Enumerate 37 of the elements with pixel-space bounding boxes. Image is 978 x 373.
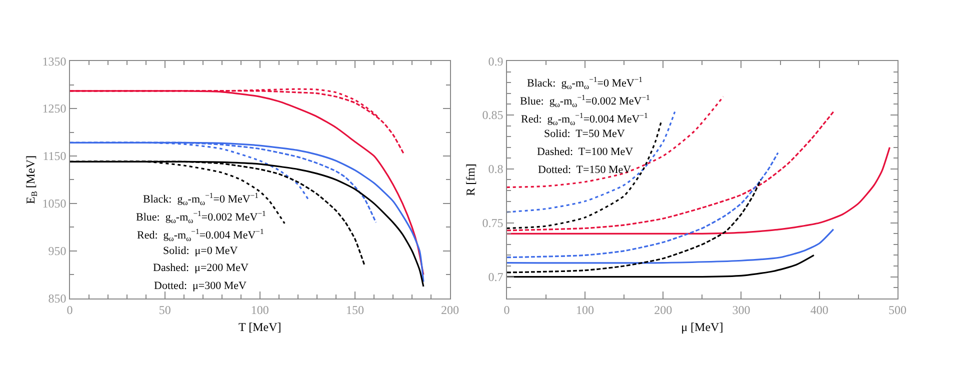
annotation: Dashed: T=100 MeV <box>537 146 634 158</box>
annotation: Red: g$_{ω}$-m$_{ω}$$^{−1}$=0.004 MeV$^{−1}$ <box>521 111 648 127</box>
y-tick-label: 0.75 <box>482 216 504 230</box>
x-tick-label: 50 <box>158 302 171 317</box>
y-tick-label: 850 <box>48 292 66 306</box>
y-tick-label: 1050 <box>42 196 66 211</box>
y-tick-label: 0.8 <box>488 162 504 176</box>
annotation: Dashed: μ=200 MeV <box>153 262 249 274</box>
annotation: Red: g$_{ω}$-m$_{ω}$$^{−1}$=0.004 MeV$^{−1}$ <box>137 227 264 243</box>
x-tick-label: 100 <box>250 302 269 317</box>
x-tick-label: 150 <box>346 302 364 317</box>
x-tick-label: 0 <box>66 302 73 317</box>
x-tick-label: 400 <box>810 302 828 317</box>
x-axis-title: μ [MeV] <box>681 320 724 334</box>
annotation: Blue: g$_{ω}$-m$_{ω}$$^{−1}$=0.002 MeV$^{−1}$ <box>520 93 650 109</box>
y-axis-title: R [fm] <box>464 164 478 196</box>
y-tick-label: 950 <box>48 244 66 258</box>
x-tick-label: 100 <box>576 302 594 317</box>
annotation: Solid: T=50 MeV <box>544 128 625 140</box>
y-tick-label: 1350 <box>42 54 66 68</box>
x-tick-label: 200 <box>441 302 460 317</box>
y-tick-label: 0.85 <box>482 108 504 122</box>
y-tick-label: 0.9 <box>488 54 504 68</box>
y-tick-label: 1250 <box>42 102 66 116</box>
x-tick-label: 500 <box>888 302 907 317</box>
annotation: Black: g$_{ω}$-m$_{ω}$$^{−1}$=0 MeV$^{−1}$ <box>143 191 259 207</box>
y-tick-label: 1150 <box>42 149 66 164</box>
annotation: Solid: μ=0 MeV <box>163 245 238 257</box>
x-tick-label: 0 <box>504 302 510 317</box>
x-tick-label: 200 <box>654 302 672 317</box>
y-tick-label: 0.7 <box>488 270 504 284</box>
annotation: Blue: g$_{ω}$-m$_{ω}$$^{−1}$=0.002 MeV$^{−1}$ <box>136 209 266 225</box>
x-tick-label: 300 <box>732 302 750 317</box>
x-axis-title: T [MeV] <box>238 320 282 334</box>
annotation: Dotted: μ=300 MeV <box>154 280 247 292</box>
annotation: Dotted: T=150 MeV <box>538 164 632 176</box>
annotation: Black: g$_{ω}$-m$_{ω}$$^{−1}$=0 MeV$^{−1}$ <box>527 75 643 91</box>
